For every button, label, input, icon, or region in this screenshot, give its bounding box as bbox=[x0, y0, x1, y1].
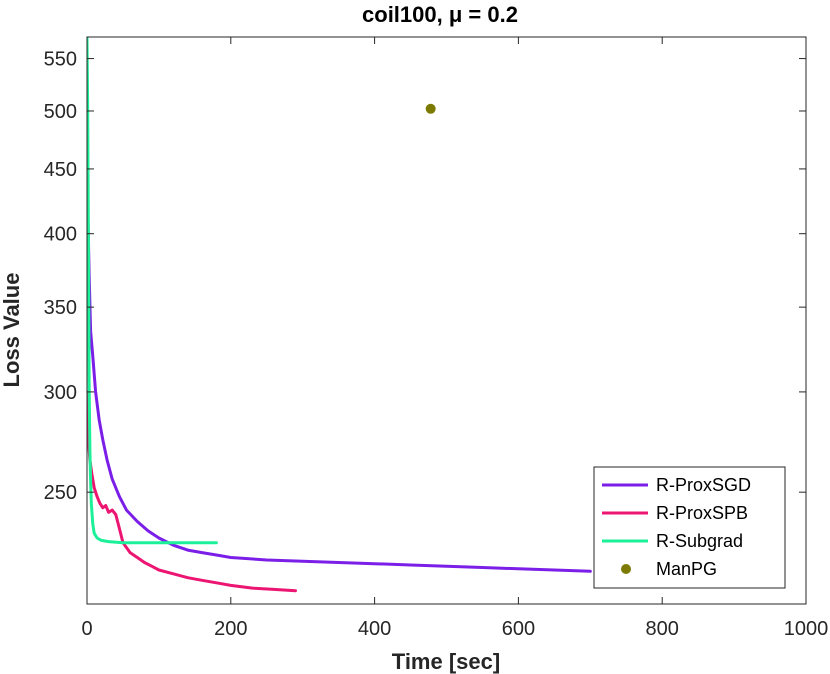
x-tick-label: 800 bbox=[646, 618, 679, 640]
series-line-r-subgrad bbox=[87, 37, 218, 545]
y-tick-label: 300 bbox=[44, 382, 77, 404]
chart-title: coil100, μ = 0.2 bbox=[362, 2, 518, 27]
x-tick-label: 400 bbox=[358, 618, 391, 640]
x-tick-label: 1000 bbox=[784, 618, 829, 640]
x-tick-label: 600 bbox=[502, 618, 535, 640]
point-manpg bbox=[425, 103, 436, 114]
x-axis: 0 200 400 600 800 1000 bbox=[81, 37, 828, 640]
y-axis-title: Loss Value bbox=[0, 273, 24, 388]
legend-label-manpg: ManPG bbox=[656, 559, 717, 579]
series-line-r-proxsgd bbox=[87, 205, 592, 573]
legend-label-r-subgrad: R-Subgrad bbox=[656, 531, 743, 551]
y-tick-label: 500 bbox=[44, 101, 77, 123]
y-tick-label: 400 bbox=[44, 224, 77, 246]
y-tick-label: 450 bbox=[44, 159, 77, 181]
x-tick-label: 200 bbox=[214, 618, 247, 640]
y-tick-label: 550 bbox=[44, 49, 77, 71]
y-axis: 250 300 350 400 450 500 550 bbox=[44, 49, 806, 504]
x-tick-label: 0 bbox=[81, 618, 92, 640]
legend-label-r-proxspb: R-ProxSPB bbox=[656, 503, 748, 523]
y-tick-label: 350 bbox=[44, 297, 77, 319]
x-axis-title: Time [sec] bbox=[392, 649, 500, 674]
legend: R-ProxSGD R-ProxSPB R-Subgrad ManPG bbox=[593, 466, 786, 589]
legend-label-r-proxsgd: R-ProxSGD bbox=[656, 475, 751, 495]
plot-frame bbox=[86, 36, 807, 605]
legend-swatch-manpg bbox=[621, 564, 631, 574]
series-layer bbox=[87, 37, 592, 593]
y-tick-label: 250 bbox=[44, 482, 77, 504]
